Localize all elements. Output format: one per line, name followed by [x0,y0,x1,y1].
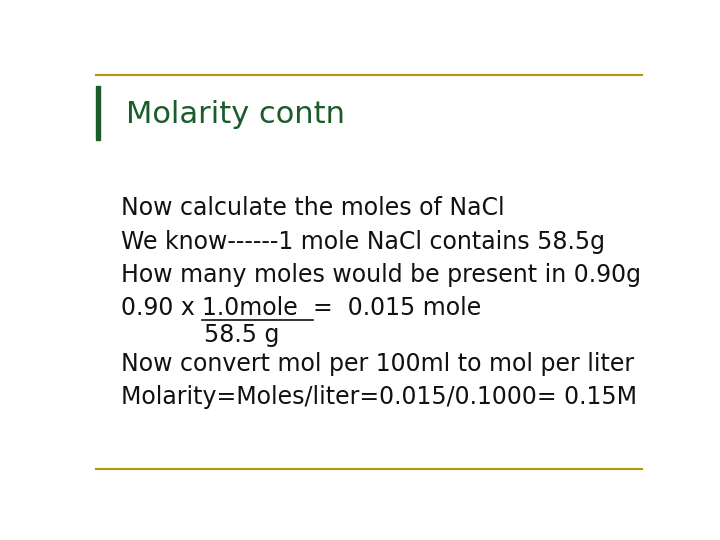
Text: We know------1 mole NaCl contains 58.5g: We know------1 mole NaCl contains 58.5g [121,230,605,253]
FancyBboxPatch shape [96,85,100,140]
Text: Molarity=Moles/liter=0.015/0.1000= 0.15M: Molarity=Moles/liter=0.015/0.1000= 0.15M [121,386,636,409]
Text: 0.90 x: 0.90 x [121,296,202,320]
Text: How many moles would be present in 0.90g: How many moles would be present in 0.90g [121,263,641,287]
Text: Now calculate the moles of NaCl: Now calculate the moles of NaCl [121,196,504,220]
Text: 1.0mole: 1.0mole [202,296,312,320]
Text: Now convert mol per 100ml to mol per liter: Now convert mol per 100ml to mol per lit… [121,352,634,376]
Text: =  0.015 mole: = 0.015 mole [312,296,481,320]
Text: 58.5 g: 58.5 g [204,323,280,347]
Text: Molarity contn: Molarity contn [126,100,346,129]
